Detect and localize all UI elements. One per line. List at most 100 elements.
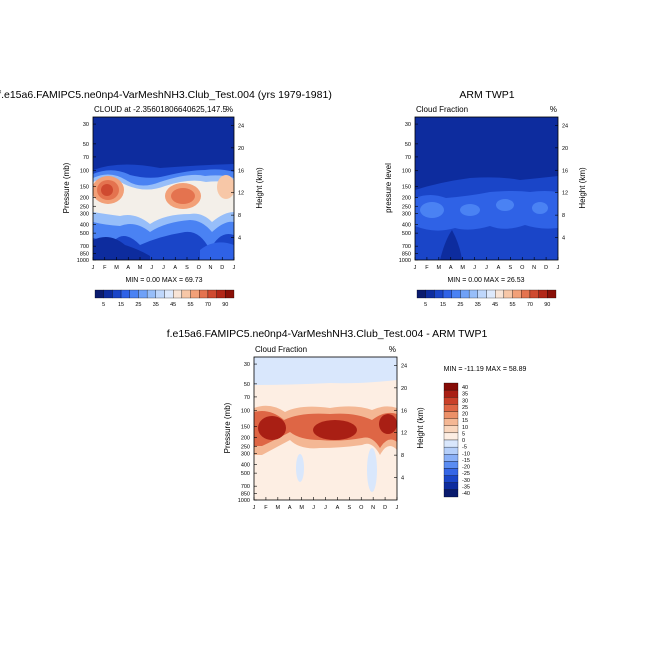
panel-obs-xtick-label: O <box>520 265 525 271</box>
panel-obs-colorbar-swatch <box>547 289 557 299</box>
panel-model: f.e15a6.FAMIPC5.ne0np4-VarMeshNH3.Club_T… <box>0 89 332 308</box>
panel-diff-xtick-label: D <box>383 505 387 511</box>
panel-diff-ylabel: Pressure (mb) <box>223 402 232 453</box>
panel-diff-colorbar-label: -30 <box>462 478 470 484</box>
panel-diff-colorbar-label: 35 <box>462 392 468 398</box>
panel-diff-xtick-label: A <box>288 505 292 511</box>
panel-diff-xtick-label: M <box>276 505 281 511</box>
panel-model-xtick-label: S <box>185 265 189 271</box>
panel-diff-stats: MIN = -11.19 MAX = 58.89 <box>444 366 527 373</box>
panel-obs-ylabel: pressure level <box>384 163 393 213</box>
panel-model-colorbar-swatch <box>155 289 165 299</box>
panel-obs-colorbar-swatch <box>486 289 496 299</box>
panel-obs-xtick-label: M <box>460 265 465 271</box>
panel-obs-colorbar-label: 90 <box>544 302 550 308</box>
panel-model-ytick-label: 70 <box>83 155 89 161</box>
panel-model-subtitle-right: % <box>226 105 233 114</box>
panel-obs-xtick-label: N <box>532 265 536 271</box>
panel-model-colorbar-label: 45 <box>170 302 176 308</box>
panel-obs-ylabel-right: Height (km) <box>578 167 587 209</box>
panel-diff-colorbar-swatch <box>443 482 459 491</box>
panel-model-contour-low <box>93 236 150 260</box>
panel-diff-subtitle-left: Cloud Fraction <box>255 345 307 354</box>
panel-model-ytick-right-label: 16 <box>238 168 244 174</box>
panel-obs-colorbar-swatch <box>495 289 505 299</box>
panel-obs-patch-2 <box>460 204 480 216</box>
panel-obs-colorbar-swatch <box>529 289 539 299</box>
panel-model-yticks-right: 24 20 16 12 8 4 <box>231 123 244 242</box>
panel-obs-ytick-label: 100 <box>402 169 411 175</box>
panel-diff-xtick-label: J <box>253 505 256 511</box>
panel-obs-ytick-right-label: 4 <box>562 236 565 242</box>
panel-diff-ytick-right-label: 24 <box>401 363 407 369</box>
panel-model-colorbar-swatch <box>190 289 200 299</box>
panel-obs-ytick-label: 700 <box>402 244 411 250</box>
panel-obs-ytick-right-label: 24 <box>562 123 568 129</box>
panel-diff-colorbar-label: -20 <box>462 465 470 471</box>
panel-diff-ytick-label: 1000 <box>238 498 250 504</box>
panel-diff-colorbar-label: -5 <box>462 445 467 451</box>
panel-obs-field <box>415 117 558 260</box>
panel-diff-maxima-1 <box>258 416 286 440</box>
panel-model-ytick-label: 30 <box>83 122 89 128</box>
panel-diff-colorbar-label: 40 <box>462 385 468 391</box>
panel-model-colorbar-swatch <box>207 289 217 299</box>
panel-diff-xtick-label: F <box>264 505 268 511</box>
panel-diff-maxima-3 <box>379 414 397 434</box>
panel-model-ytick-right-label: 12 <box>238 191 244 197</box>
panel-diff-ytick-right-label: 20 <box>401 386 407 392</box>
panel-obs-colorbar-swatch <box>460 289 470 299</box>
panel-model-colorbar-label: 70 <box>205 302 211 308</box>
panel-diff-colorbar-label: -15 <box>462 458 470 464</box>
panel-diff-colorbar-swatch <box>443 446 459 455</box>
panel-diff-colorbar-swatch <box>443 454 459 462</box>
panel-obs-colorbar-swatch <box>451 289 461 299</box>
panel-obs-xtick-label: J <box>414 265 417 271</box>
panel-diff-subtitle-right: % <box>389 345 396 354</box>
panel-model-xtick-label: D <box>220 265 224 271</box>
panel-diff-neg-2 <box>367 448 377 492</box>
panel-model-colorbar-swatch <box>146 289 156 299</box>
panel-diff-colorbar-label: 30 <box>462 398 468 404</box>
panel-obs-ytick-label: 70 <box>405 155 411 161</box>
panel-obs-colorbar-swatch <box>521 289 531 299</box>
panel-diff-colorbar-swatch <box>443 382 459 391</box>
panel-obs-subtitle-right: % <box>550 105 557 114</box>
panel-obs-title: ARM TWP1 <box>459 89 514 101</box>
panel-obs-colorbar-label: 15 <box>440 302 446 308</box>
panel-model-colorbar-label: 5 <box>102 302 105 308</box>
panel-model-colorbar-swatch <box>225 289 235 299</box>
panel-diff-colorbar-swatch <box>443 475 459 483</box>
panel-model-colorbar-swatch <box>216 289 226 299</box>
panel-model-xtick-label: O <box>197 265 202 271</box>
panel-diff-ytick-right-label: 4 <box>401 476 404 482</box>
panel-diff-ytick-label: 30 <box>244 362 250 368</box>
panel-obs-colorbar-label: 5 <box>424 302 427 308</box>
panel-obs-ytick-label: 250 <box>402 204 411 210</box>
panel-model-ytick-right-label: 20 <box>238 146 244 152</box>
panel-obs-xtick-label: A <box>497 265 501 271</box>
panel-diff-colorbar-label: 15 <box>462 418 468 424</box>
panel-diff-colorbar-swatch <box>443 432 459 441</box>
panel-obs-xtick-label: A <box>449 265 453 271</box>
panel-diff-colorbar-swatch <box>443 418 459 426</box>
panel-model-colorbar-label: 25 <box>135 302 141 308</box>
panel-model-xtick-label: J <box>92 265 95 271</box>
panel-diff-ytick-label: 400 <box>241 462 250 468</box>
panel-diff-ylabel-right: Height (km) <box>416 407 425 449</box>
panel-obs-colorbar-label: 55 <box>510 302 516 308</box>
panel-diff-colorbar-label: -35 <box>462 484 470 490</box>
panel-model-ytick-label: 50 <box>83 142 89 148</box>
panel-diff-ytick-right-label: 8 <box>401 453 404 459</box>
panel-diff-colorbar-label: 10 <box>462 425 468 431</box>
panel-diff-maxima-2 <box>313 420 357 440</box>
panel-obs-ytick-label: 50 <box>405 142 411 148</box>
panel-obs-ytick-label: 300 <box>402 211 411 217</box>
panel-obs-ytick-label: 200 <box>402 196 411 202</box>
panel-obs-ytick-label: 500 <box>402 231 411 237</box>
panel-model-ytick-right-label: 24 <box>238 123 244 129</box>
